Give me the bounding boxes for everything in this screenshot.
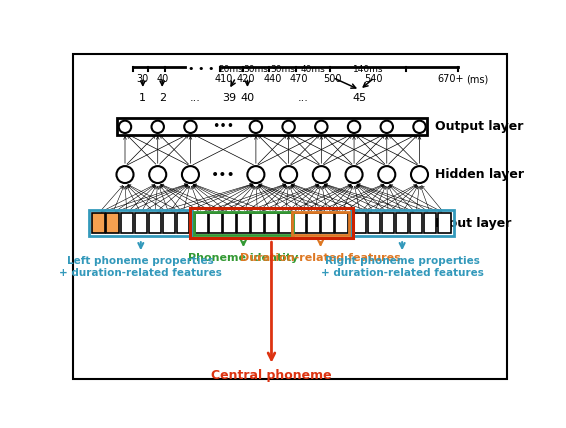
Bar: [117, 119, 427, 135]
Bar: [293, 213, 306, 233]
Text: 45: 45: [353, 93, 367, 103]
Bar: [209, 213, 222, 233]
Circle shape: [280, 166, 297, 183]
Text: Central phoneme: Central phoneme: [211, 369, 332, 382]
Bar: [106, 213, 119, 233]
Circle shape: [348, 121, 360, 133]
Bar: [424, 213, 436, 233]
Circle shape: [182, 166, 199, 183]
Circle shape: [413, 121, 426, 133]
Bar: [321, 213, 334, 233]
Text: 40: 40: [241, 93, 255, 103]
Bar: [291, 211, 349, 235]
Text: 440: 440: [263, 74, 281, 84]
Bar: [382, 213, 395, 233]
Text: Phoneme identity: Phoneme identity: [188, 253, 299, 263]
Bar: [195, 213, 208, 233]
Text: 40ms: 40ms: [301, 65, 325, 74]
Text: 30ms: 30ms: [271, 65, 295, 74]
Circle shape: [345, 166, 363, 183]
Text: ...: ...: [190, 93, 201, 103]
Bar: [354, 213, 366, 233]
Text: 39: 39: [222, 93, 236, 103]
Circle shape: [380, 121, 393, 133]
Bar: [351, 210, 453, 236]
Circle shape: [247, 166, 264, 183]
Text: 540: 540: [364, 74, 382, 84]
Text: 410: 410: [215, 74, 233, 84]
Text: 2: 2: [158, 93, 166, 103]
Circle shape: [152, 121, 164, 133]
Text: Duration-related features: Duration-related features: [240, 253, 401, 263]
Text: (ms): (ms): [466, 74, 488, 84]
Bar: [92, 213, 105, 233]
Text: 30ms: 30ms: [243, 65, 268, 74]
Circle shape: [315, 121, 328, 133]
Circle shape: [378, 166, 395, 183]
Text: • • •: • • •: [188, 64, 214, 74]
Bar: [307, 213, 320, 233]
Text: 140ms: 140ms: [353, 65, 383, 74]
Bar: [438, 213, 451, 233]
Bar: [368, 213, 380, 233]
Bar: [265, 213, 278, 233]
Circle shape: [282, 121, 295, 133]
Text: Input layer: Input layer: [435, 217, 511, 229]
Text: Right phoneme properties
+ duration-related features: Right phoneme properties + duration-rela…: [321, 256, 483, 278]
Bar: [279, 213, 292, 233]
Text: 30: 30: [137, 74, 149, 84]
Text: Output layer: Output layer: [435, 120, 524, 133]
Bar: [89, 210, 192, 236]
Bar: [121, 213, 133, 233]
Bar: [335, 213, 348, 233]
Text: 500: 500: [323, 74, 342, 84]
Circle shape: [250, 121, 262, 133]
Text: 420: 420: [237, 74, 255, 84]
Bar: [396, 213, 409, 233]
Bar: [135, 213, 147, 233]
Text: 1: 1: [139, 93, 147, 103]
Bar: [410, 213, 422, 233]
Bar: [190, 208, 353, 238]
Bar: [194, 211, 293, 235]
Text: Left phoneme properties
+ duration-related features: Left phoneme properties + duration-relat…: [59, 256, 222, 278]
Bar: [223, 213, 235, 233]
Bar: [148, 213, 161, 233]
Bar: [237, 213, 250, 233]
Circle shape: [185, 121, 196, 133]
Text: •••: •••: [212, 120, 234, 133]
Text: ...: ...: [298, 93, 308, 103]
Circle shape: [117, 166, 134, 183]
Circle shape: [411, 166, 428, 183]
Text: 20ms: 20ms: [219, 65, 243, 74]
Circle shape: [149, 166, 166, 183]
Text: •••: •••: [211, 167, 235, 181]
Bar: [251, 213, 264, 233]
Text: Hidden layer: Hidden layer: [435, 168, 524, 181]
Text: 670+: 670+: [438, 74, 464, 84]
Text: 40: 40: [156, 74, 168, 84]
Circle shape: [313, 166, 330, 183]
Bar: [177, 213, 189, 233]
Bar: [162, 213, 175, 233]
Circle shape: [119, 121, 131, 133]
Text: 470: 470: [289, 74, 308, 84]
